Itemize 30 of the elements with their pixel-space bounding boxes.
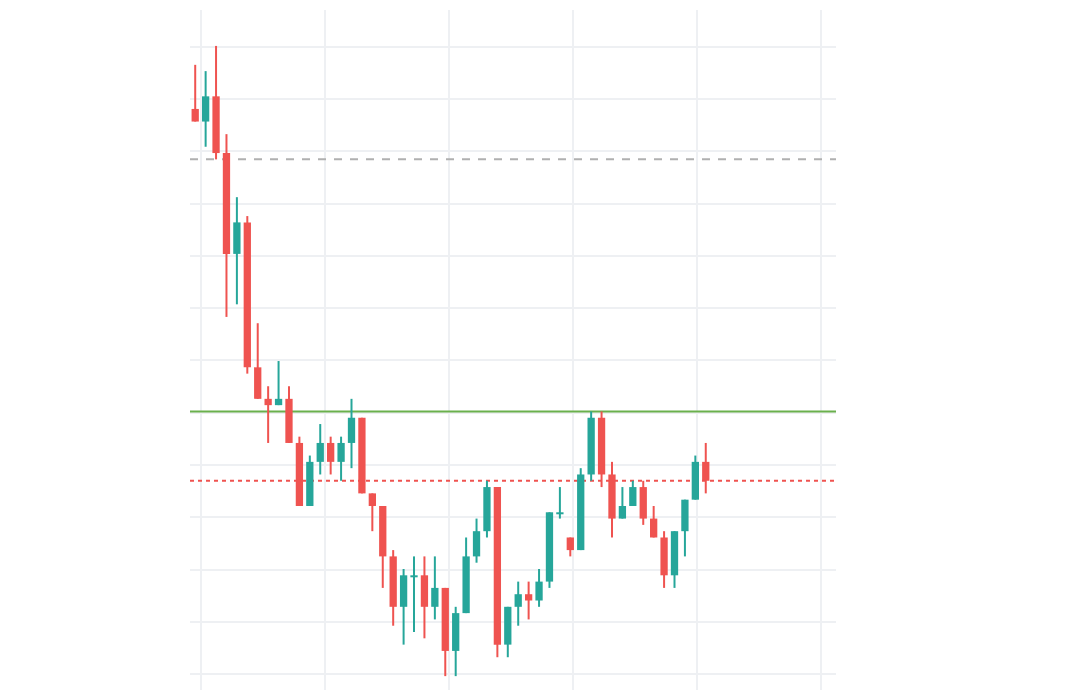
candlestick (233, 196, 241, 306)
candlestick (431, 555, 439, 621)
candlestick (483, 479, 491, 539)
candlestick (316, 423, 324, 476)
candlestick (201, 70, 210, 148)
candlestick (681, 498, 689, 558)
candlestick (514, 580, 522, 627)
candlestick (566, 536, 574, 558)
candlestick (691, 454, 699, 501)
candlestick (368, 492, 376, 533)
candlestick (535, 568, 543, 608)
candlestick (629, 479, 637, 507)
candlestick (420, 555, 429, 640)
candlestick (504, 605, 512, 659)
candlestick (306, 454, 314, 507)
candlestick (347, 397, 356, 470)
candlestick (472, 517, 481, 564)
candlestick (670, 530, 679, 589)
candlestick (618, 486, 627, 520)
candlestick (285, 385, 293, 444)
candlestick (254, 322, 262, 400)
candlestick (191, 63, 199, 123)
candlestick (337, 435, 345, 482)
candlestick (524, 580, 533, 621)
candlestick (274, 360, 283, 407)
candlestick (327, 435, 335, 476)
candlestick (264, 385, 272, 444)
candlestick (452, 605, 460, 678)
candlestick (650, 504, 658, 539)
candlestick (660, 530, 668, 589)
